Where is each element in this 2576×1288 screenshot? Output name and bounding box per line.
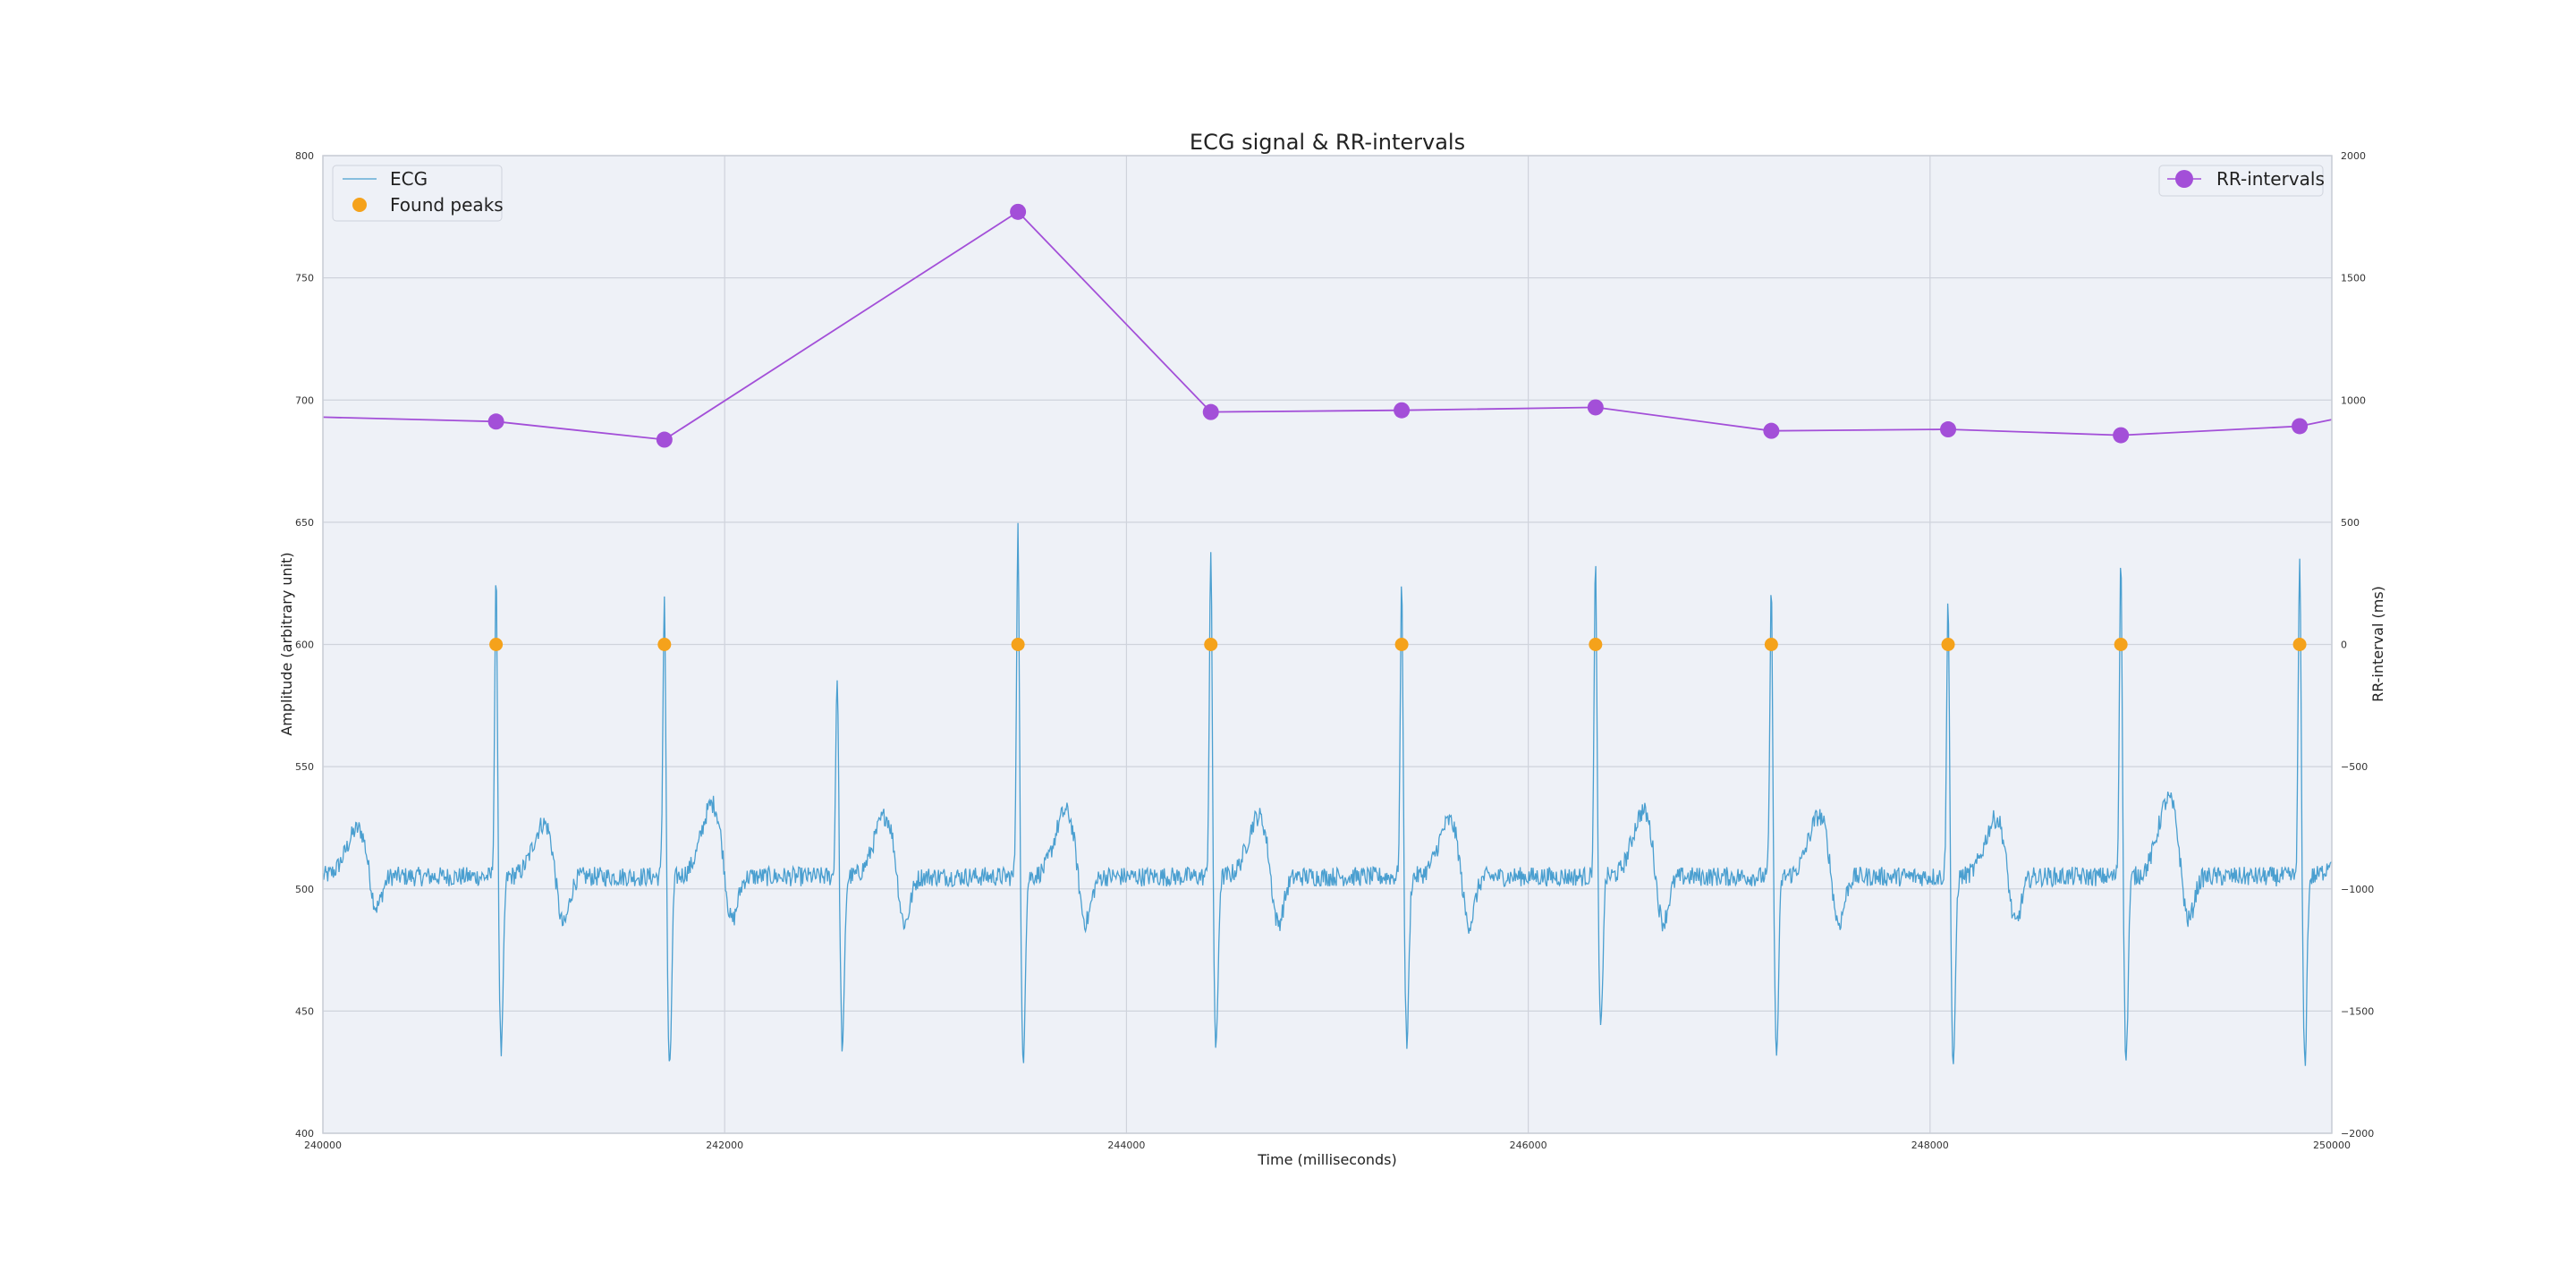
right-y-tick-label: 500 <box>2341 517 2360 529</box>
legend-rr-swatch-marker <box>2175 170 2193 188</box>
right-y-tick-label: −500 <box>2341 761 2368 773</box>
left-y-tick-label: 500 <box>295 884 314 895</box>
ecg-line <box>322 522 2333 1066</box>
x-tick-label: 244000 <box>1107 1140 1145 1151</box>
right-y-axis-label: RR-interval (ms) <box>2369 586 2386 702</box>
right-legend: RR-intervals <box>2158 165 2325 197</box>
x-tick-label: 242000 <box>706 1140 743 1151</box>
right-legend-box <box>2158 165 2324 197</box>
left-y-axis-ticks: 400 450 500 550 600 650 700 750 800 <box>295 150 314 1140</box>
left-y-tick-label: 700 <box>295 394 314 406</box>
right-y-tick-label: 1500 <box>2341 273 2366 284</box>
x-tick-label: 246000 <box>1510 1140 1547 1151</box>
rr-intervals-series <box>322 203 2333 448</box>
rr-interval-point <box>2292 418 2309 435</box>
rr-interval-point <box>656 431 673 448</box>
left-y-axis-label: Amplitude (arbitrary unit) <box>278 552 295 735</box>
rr-interval-point <box>487 413 504 430</box>
legend-peaks-swatch <box>352 198 367 212</box>
rr-interval-point <box>1940 421 1957 438</box>
right-y-tick-label: −2000 <box>2341 1128 2374 1140</box>
found-peak-point <box>489 638 504 651</box>
x-tick-label: 240000 <box>304 1140 342 1151</box>
found-peak-point <box>2114 638 2128 651</box>
right-y-axis-ticks: −2000 −1500 −1000 −500 0 500 1000 1500 2000 <box>2341 150 2374 1140</box>
legend-rr-label: RR-intervals <box>2216 168 2325 190</box>
right-y-tick-label: 0 <box>2341 640 2347 651</box>
rr-interval-point <box>1394 402 1411 419</box>
left-y-tick-label: 750 <box>295 273 314 284</box>
left-y-tick-label: 800 <box>295 150 314 162</box>
found-peak-point <box>1011 638 1025 651</box>
left-legend: ECG Found peaks <box>332 165 504 222</box>
legend-ecg-label: ECG <box>390 168 428 190</box>
rr-interval-point <box>1587 399 1604 416</box>
legend-peaks-label: Found peaks <box>390 194 504 216</box>
rr-interval-point <box>1763 422 1780 439</box>
x-tick-label: 250000 <box>2313 1140 2351 1151</box>
found-peak-point <box>657 638 672 651</box>
x-axis-ticks: 240000 242000 244000 246000 248000 250000 <box>304 1140 2351 1151</box>
right-y-tick-label: 2000 <box>2341 150 2366 162</box>
left-y-tick-label: 600 <box>295 640 314 651</box>
chart-title: ECG signal & RR-intervals <box>1190 130 1465 155</box>
rr-intervals-line <box>322 210 2333 441</box>
found-peak-point <box>1764 638 1778 651</box>
right-y-tick-label: 1000 <box>2341 394 2366 406</box>
rr-interval-point <box>1010 203 1027 220</box>
rr-interval-point <box>1202 403 1219 420</box>
found-peaks-series <box>489 638 2307 651</box>
found-peak-point <box>1941 638 1955 651</box>
found-peak-point <box>1589 638 1603 651</box>
found-peak-point <box>2292 638 2307 651</box>
x-axis-label: Time (milliseconds) <box>1257 1151 1397 1168</box>
left-y-tick-label: 550 <box>295 761 314 773</box>
left-y-tick-label: 400 <box>295 1128 314 1140</box>
rr-interval-point <box>2113 427 2130 444</box>
x-tick-label: 248000 <box>1911 1140 1949 1151</box>
found-peak-point <box>1204 638 1218 651</box>
right-y-tick-label: −1000 <box>2341 884 2374 895</box>
right-y-tick-label: −1500 <box>2341 1005 2374 1017</box>
found-peak-point <box>1394 638 1409 651</box>
left-y-tick-label: 650 <box>295 517 314 529</box>
ecg-series <box>322 522 2333 1066</box>
plot-frame <box>322 155 2333 1134</box>
left-y-tick-label: 450 <box>295 1005 314 1017</box>
